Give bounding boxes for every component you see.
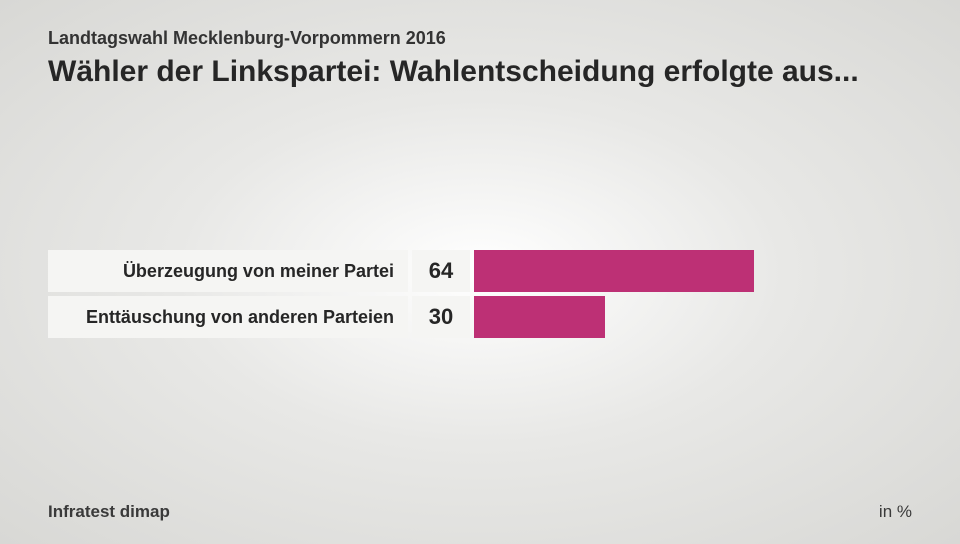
row-label: Überzeugung von meiner Partei <box>48 250 408 292</box>
chart-title: Wähler der Linkspartei: Wahlentscheidung… <box>48 55 912 90</box>
bar-container <box>474 296 912 338</box>
bar <box>474 296 605 338</box>
row-value: 30 <box>412 296 470 338</box>
footer: Infratest dimap in % <box>48 502 912 522</box>
chart-row: Enttäuschung von anderen Parteien 30 <box>48 296 912 338</box>
bar-container <box>474 250 912 292</box>
row-label: Enttäuschung von anderen Parteien <box>48 296 408 338</box>
bar-chart: Überzeugung von meiner Partei 64 Enttäus… <box>48 250 912 342</box>
unit-label: in % <box>879 502 912 522</box>
supertitle: Landtagswahl Mecklenburg-Vorpommern 2016 <box>48 28 912 49</box>
source-label: Infratest dimap <box>48 502 170 522</box>
bar <box>474 250 754 292</box>
chart-row: Überzeugung von meiner Partei 64 <box>48 250 912 292</box>
row-value: 64 <box>412 250 470 292</box>
header: Landtagswahl Mecklenburg-Vorpommern 2016… <box>0 0 960 90</box>
